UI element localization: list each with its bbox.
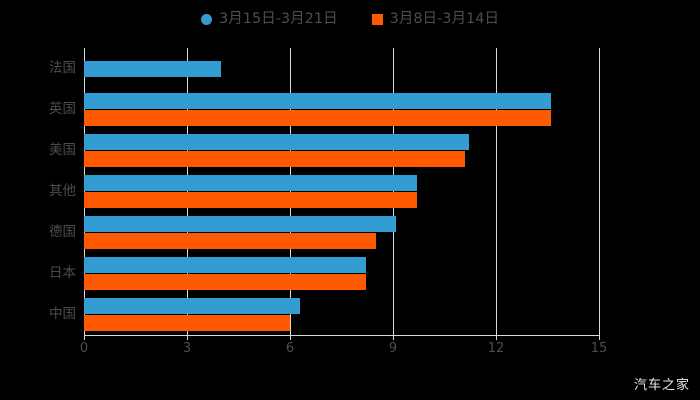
bar-group [84, 298, 599, 331]
bar-group [84, 257, 599, 290]
x-axis-tick [290, 335, 291, 340]
bar-group [84, 60, 599, 77]
bar[interactable] [84, 60, 222, 77]
legend-label: 3月8日-3月14日 [389, 11, 499, 27]
chart-legend: 3月15日-3月21日 3月8日-3月14日 [0, 12, 700, 27]
x-axis-tick [84, 335, 85, 340]
legend-item-series-0[interactable]: 3月15日-3月21日 [201, 12, 338, 27]
category-label: 英国 [49, 100, 76, 117]
x-axis-tick [187, 335, 188, 340]
legend-swatch-circle-icon [201, 13, 213, 25]
bar-group [84, 175, 599, 208]
gridline [496, 48, 497, 335]
bar[interactable] [84, 175, 418, 191]
plot-area [84, 48, 600, 335]
bar[interactable] [84, 298, 301, 314]
x-axis-line: 0 3 6 9 12 15 [80, 335, 607, 355]
category-label: 法国 [49, 59, 76, 76]
bar-group [84, 134, 599, 167]
legend-label: 3月15日-3月21日 [219, 11, 338, 27]
y-axis-line [84, 48, 85, 335]
x-axis-tick-label: 3 [182, 341, 192, 356]
x-axis-tick-label: 15 [590, 341, 608, 356]
legend-swatch-square-icon [371, 13, 383, 25]
bar[interactable] [84, 233, 376, 249]
category-label: 日本 [49, 264, 76, 281]
x-axis-tick [393, 335, 394, 340]
bar[interactable] [84, 315, 290, 331]
x-axis-tick [496, 335, 497, 340]
category-label: 中国 [49, 305, 76, 322]
category-label: 其他 [49, 182, 76, 199]
category-axis-labels: 法国英国美国其他德国日本中国 [0, 48, 76, 335]
x-axis-tick-label: 0 [79, 341, 89, 356]
bar[interactable] [84, 110, 551, 126]
gridline [599, 48, 600, 335]
x-axis-tick-label: 6 [285, 341, 295, 356]
watermark-label: 汽车之家 [633, 378, 690, 393]
bar[interactable] [84, 257, 366, 273]
bar[interactable] [84, 216, 397, 232]
bar[interactable] [84, 151, 466, 167]
gridline [393, 48, 394, 335]
bar[interactable] [84, 192, 418, 208]
category-label: 美国 [49, 141, 76, 158]
x-axis-tick-label: 9 [388, 341, 398, 356]
gridline [290, 48, 291, 335]
bar[interactable] [84, 93, 551, 109]
gridline [187, 48, 188, 335]
legend-item-series-1[interactable]: 3月8日-3月14日 [371, 11, 499, 27]
category-label: 德国 [49, 223, 76, 240]
bar[interactable] [84, 134, 469, 150]
x-axis-tick-label: 12 [487, 341, 505, 356]
bar[interactable] [84, 274, 366, 290]
bar-group [84, 93, 599, 126]
bar-group [84, 216, 599, 249]
x-axis-tick [599, 335, 600, 340]
